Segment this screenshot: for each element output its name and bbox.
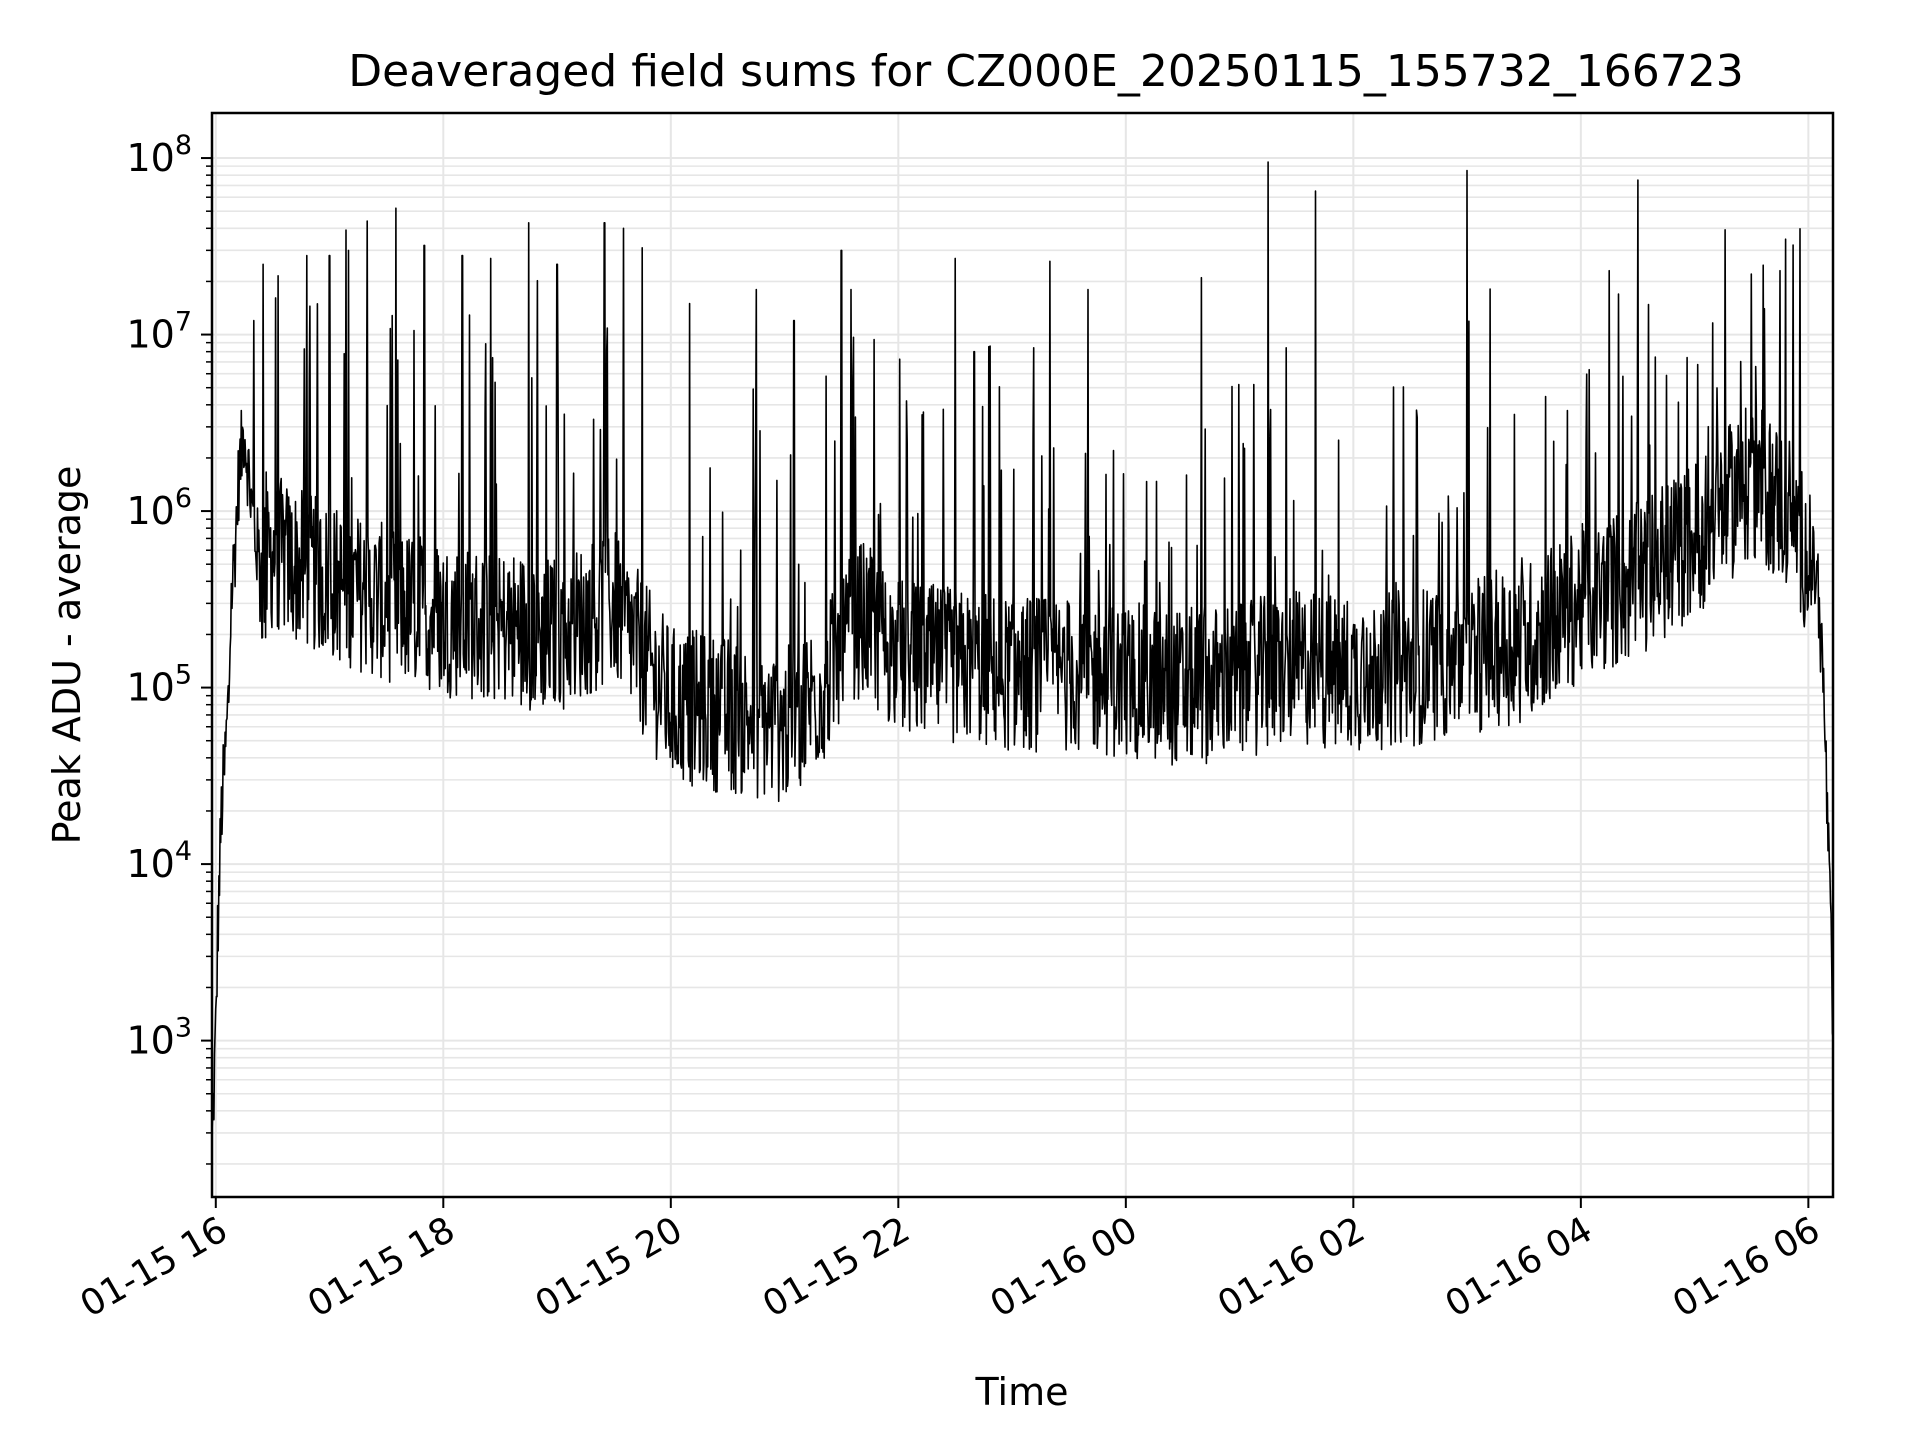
chart-title: Deaveraged field sums for CZ000E_2025011… — [348, 46, 1744, 97]
y-tick-label: 106 — [126, 483, 192, 533]
y-tick-label: 105 — [126, 660, 192, 710]
y-tick-label: 104 — [126, 836, 192, 886]
plot-frame — [210, 111, 1835, 1199]
y-tick-label: 107 — [126, 307, 192, 357]
y-axis-label: Peak ADU - average — [45, 466, 89, 845]
data-series — [211, 161, 1834, 1134]
y-tick-label: 103 — [126, 1013, 192, 1063]
x-axis-label: Time — [975, 1370, 1069, 1414]
y-tick-label: 108 — [126, 130, 192, 180]
data-line — [211, 161, 1834, 1134]
y-axis: 103 104 105 106 107 108 — [126, 130, 212, 1165]
